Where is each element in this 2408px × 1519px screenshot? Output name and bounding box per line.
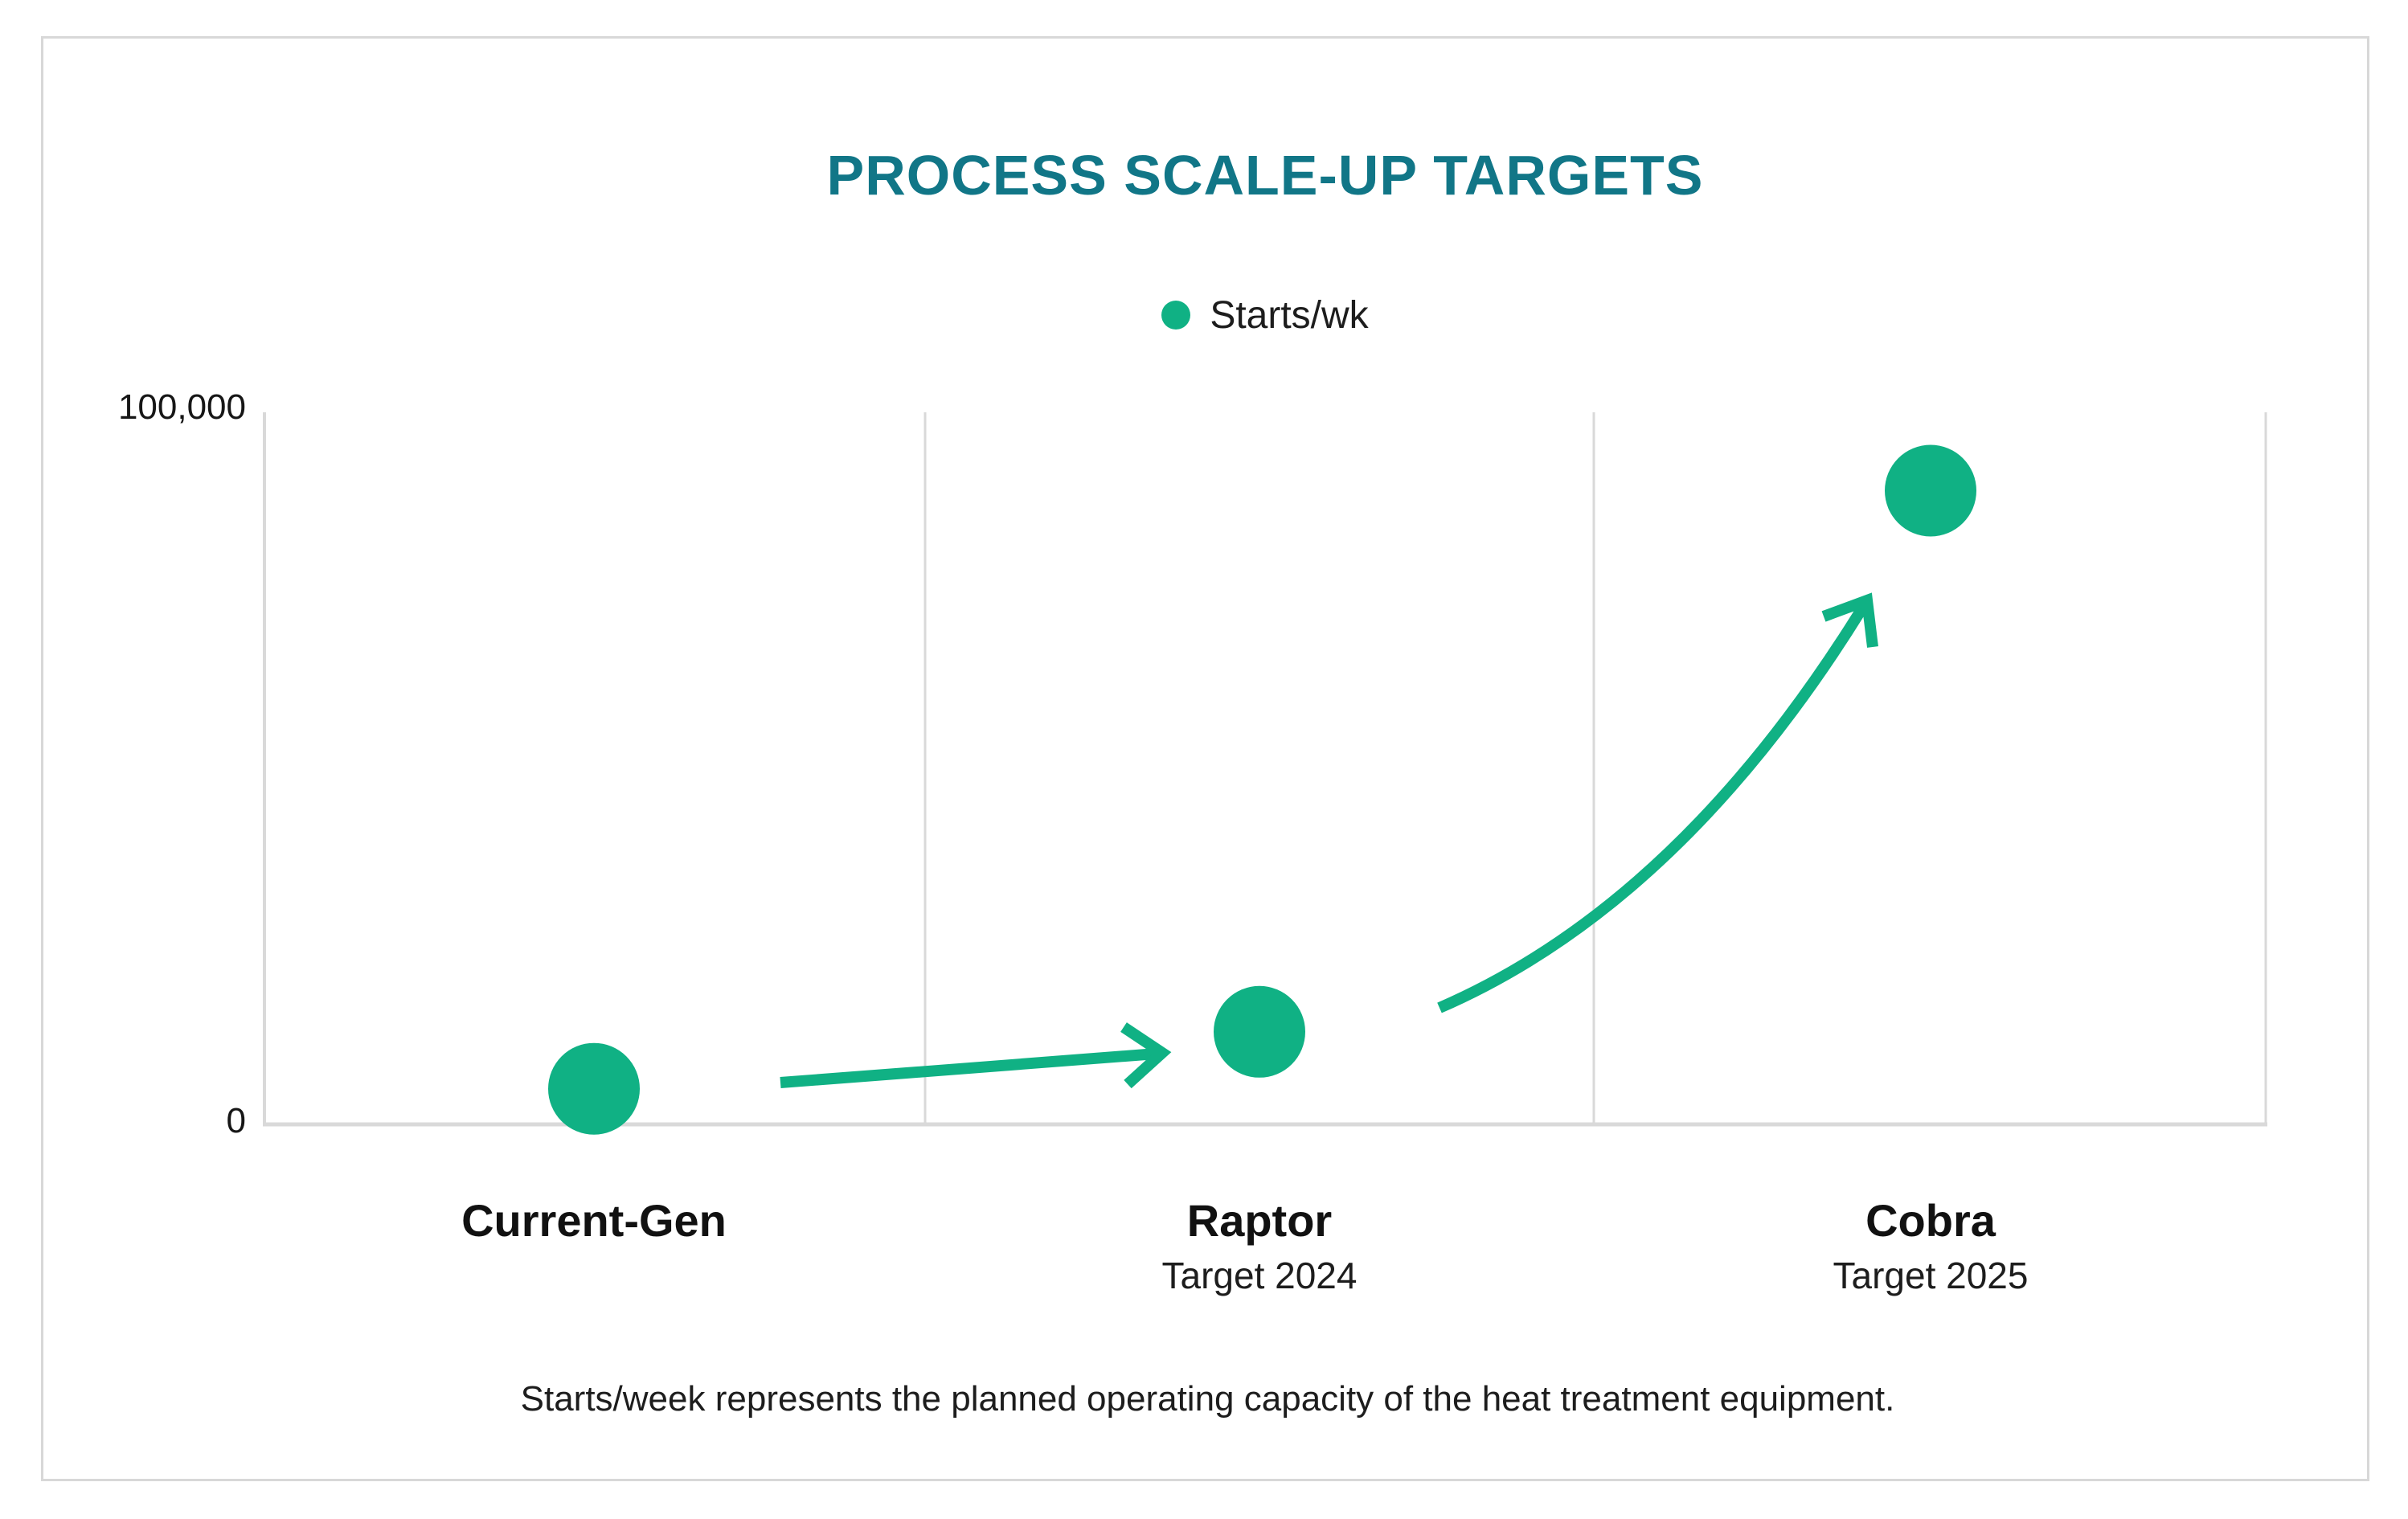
plot-area [263, 412, 2267, 1135]
category-label-current-gen: Current-Gen [461, 1195, 727, 1246]
growth-arrow-straight-head-icon [1120, 1022, 1172, 1089]
chart-title: PROCESS SCALE-UP TARGETS [826, 144, 1704, 207]
category-sublabel-cobra: Target 2025 [1833, 1255, 2029, 1296]
growth-arrow-curved [1437, 597, 1872, 1013]
data-point-current-gen [548, 1042, 640, 1135]
legend: Starts/wk [263, 293, 2267, 338]
data-point-raptor [1214, 985, 1305, 1078]
category-sublabel-raptor: Target 2024 [1161, 1255, 1358, 1296]
data-point-cobra [1885, 444, 1976, 537]
legend-label: Starts/wk [1210, 293, 1369, 337]
category-label-raptor: Raptor [1186, 1195, 1333, 1246]
y-axis-label-max: 100,000 [117, 387, 246, 427]
legend-marker-icon [1161, 301, 1191, 330]
chart-card: PROCESS SCALE-UP TARGETS Starts/wk 100,0… [41, 36, 2369, 1481]
footnote: Starts/week represents the planned opera… [520, 1379, 1895, 1419]
growth-arrow-straight [780, 1048, 1157, 1088]
y-axis-label-min: 0 [226, 1101, 246, 1140]
category-label-cobra: Cobra [1865, 1195, 1996, 1246]
growth-arrow-curved-head-icon [1821, 592, 1878, 648]
chart-canvas [263, 412, 2267, 1135]
